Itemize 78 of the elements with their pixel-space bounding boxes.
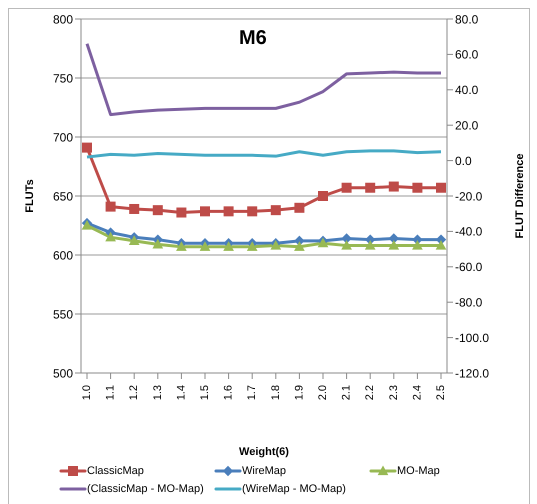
y2-tick-label: -40.0 <box>455 224 483 239</box>
y-tick-label: 750 <box>52 71 74 86</box>
point <box>318 191 328 201</box>
point <box>82 142 92 153</box>
point <box>388 182 399 192</box>
x-tick-label: 1.3 <box>152 385 164 400</box>
point <box>365 182 376 193</box>
legend-label: (ClassicMap - MO-Map) <box>87 483 204 495</box>
x-tick-label: 1.8 <box>270 385 282 400</box>
y2-tick-label: -20.0 <box>455 189 483 204</box>
y2-tick-label: 40.0 <box>455 83 479 98</box>
x-tick-label: 1.0 <box>81 385 93 400</box>
point <box>247 242 258 251</box>
point <box>129 204 140 214</box>
point <box>342 240 352 250</box>
point <box>106 232 116 242</box>
point <box>388 240 399 250</box>
y-axis-title: FLUTs <box>24 179 36 213</box>
y-tick-label: 650 <box>52 189 74 204</box>
x-tick-label: 1.4 <box>175 385 188 400</box>
point <box>200 206 210 216</box>
legend-label: WireMap <box>242 465 286 477</box>
y2-tick-label: -80.0 <box>455 295 483 310</box>
point <box>152 239 163 248</box>
point <box>388 233 399 244</box>
point <box>176 208 186 218</box>
y-tick-label: 500 <box>52 366 74 380</box>
point <box>342 233 352 244</box>
point <box>152 205 163 216</box>
x-tick-label: 2.3 <box>388 385 400 400</box>
x-tick-label: 1.2 <box>128 385 140 400</box>
line-series <box>86 149 442 159</box>
legend-label: ClassicMap <box>87 465 144 477</box>
y2-tick-label: -60.0 <box>455 260 483 274</box>
point <box>270 205 281 216</box>
point <box>106 202 116 212</box>
point <box>224 206 234 216</box>
y2-axis-title: FLUT Difference <box>514 154 526 238</box>
x-tick-label: 2.2 <box>364 385 376 400</box>
point <box>412 182 422 193</box>
y2-tick-label: 0.0 <box>455 154 472 168</box>
point <box>129 236 140 245</box>
x-tick-label: 2.1 <box>340 385 353 400</box>
x-tick-label: 2.4 <box>411 385 424 400</box>
point <box>412 240 422 250</box>
y-tick-label: 700 <box>52 130 74 144</box>
point <box>342 182 352 193</box>
point <box>318 238 328 248</box>
x-tick-label: 1.9 <box>293 385 306 400</box>
x-tick-label: 1.5 <box>199 385 211 400</box>
y-tick-label: 600 <box>52 248 74 262</box>
point <box>294 202 304 213</box>
x-tick-label: 2.0 <box>317 385 329 400</box>
point <box>176 242 186 251</box>
point <box>436 182 446 193</box>
point <box>436 240 446 250</box>
point <box>247 206 258 216</box>
x-tick-label: 1.7 <box>246 385 258 400</box>
y2-tick-label: -120.0 <box>455 366 490 380</box>
y2-tick-label: 20.0 <box>455 118 479 132</box>
point <box>270 240 281 250</box>
point <box>82 220 92 230</box>
x-tick-label: 1.6 <box>222 385 235 400</box>
x-axis-title: Weight(6) <box>239 446 290 458</box>
x-tick-label: 2.5 <box>435 385 447 400</box>
y-tick-label: 800 <box>52 12 74 26</box>
y-tick-label: 550 <box>52 307 74 322</box>
y2-tick-label: -100.0 <box>455 330 490 345</box>
x-tick-label: 1.1 <box>104 385 117 400</box>
point <box>200 242 210 251</box>
point <box>224 242 234 251</box>
point <box>365 240 376 250</box>
chart-title: M6 <box>239 27 267 50</box>
point <box>294 242 304 251</box>
legend-label: (WireMap - MO-Map) <box>242 483 346 495</box>
y2-tick-label: 80.0 <box>455 12 479 26</box>
y2-tick-label: 60.0 <box>455 48 479 62</box>
legend-label: MO-Map <box>397 465 440 477</box>
